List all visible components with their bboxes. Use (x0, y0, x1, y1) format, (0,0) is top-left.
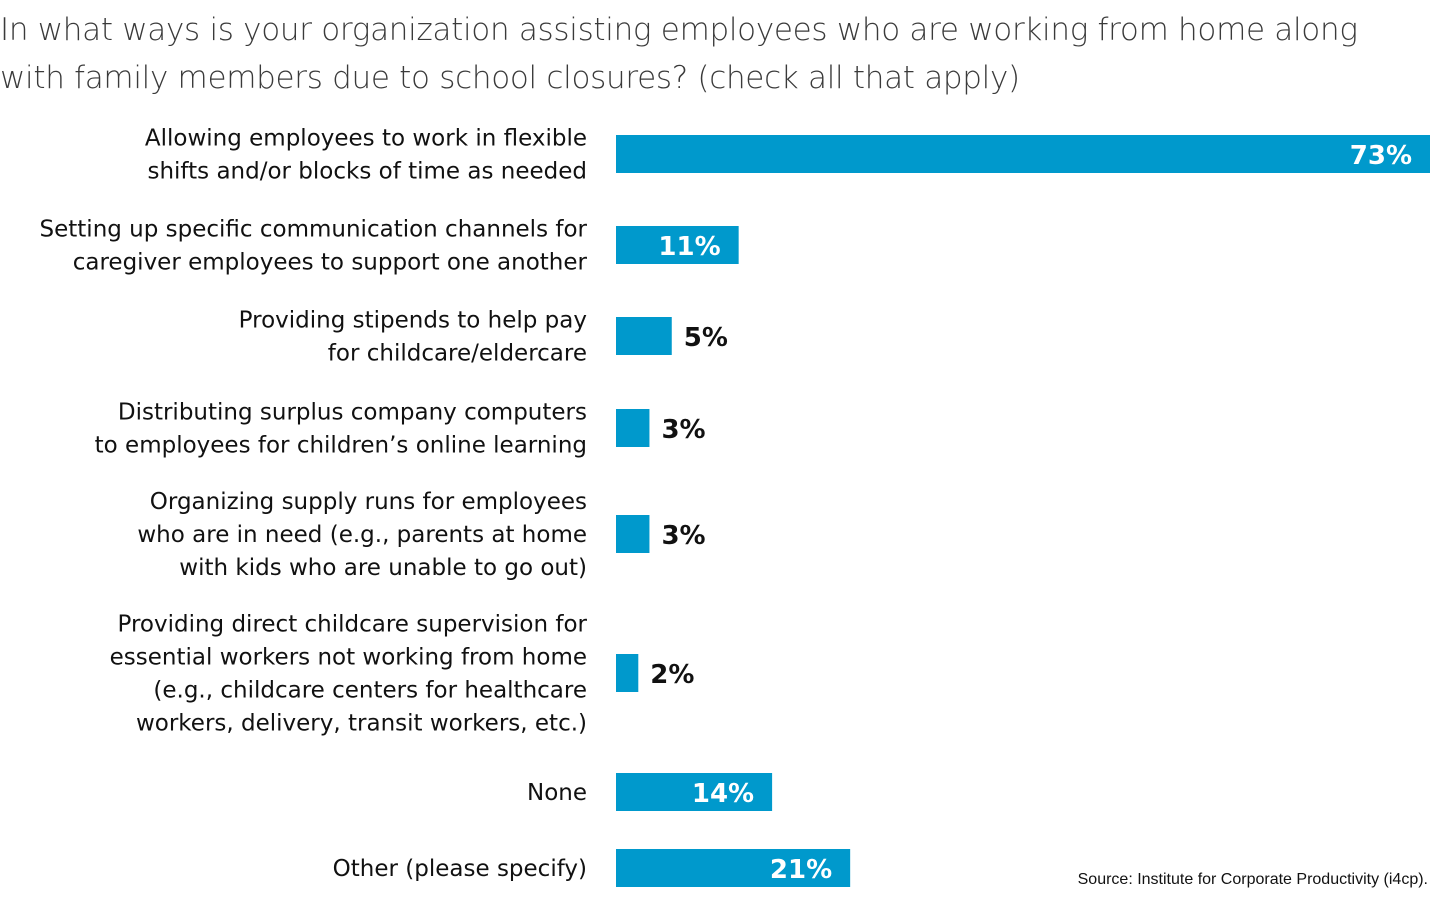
bar (616, 226, 739, 264)
source-note: Source: Institute for Corporate Producti… (1077, 871, 1428, 888)
category-label: Other (please specify) (333, 856, 587, 882)
category-label: None (527, 780, 587, 806)
category-label: Providing direct childcare supervision f… (110, 612, 588, 737)
bar (616, 317, 672, 355)
category-label: Allowing employees to work in flexible sh… (145, 126, 587, 185)
bar (616, 654, 639, 692)
bar (616, 515, 650, 553)
value-label: 2% (650, 660, 694, 690)
value-label: 14% (692, 779, 754, 809)
category-label: Setting up specific communication channe… (40, 217, 588, 276)
category-label: Organizing supply runs for employees who … (137, 489, 587, 581)
value-label: 3% (661, 521, 705, 551)
value-label: 73% (1350, 141, 1412, 171)
value-label: 21% (770, 855, 832, 885)
bar (616, 849, 851, 887)
bar (616, 409, 650, 447)
category-label: Providing stipends to help pay for childc… (239, 308, 587, 367)
chart-title: In what ways is your organization assist… (0, 12, 1358, 96)
value-label: 3% (661, 415, 705, 445)
value-label: 11% (658, 232, 720, 262)
bar (616, 773, 773, 811)
value-label: 5% (684, 323, 728, 353)
category-label: Distributing surplus company computers to… (95, 400, 587, 459)
bar (616, 135, 1430, 173)
